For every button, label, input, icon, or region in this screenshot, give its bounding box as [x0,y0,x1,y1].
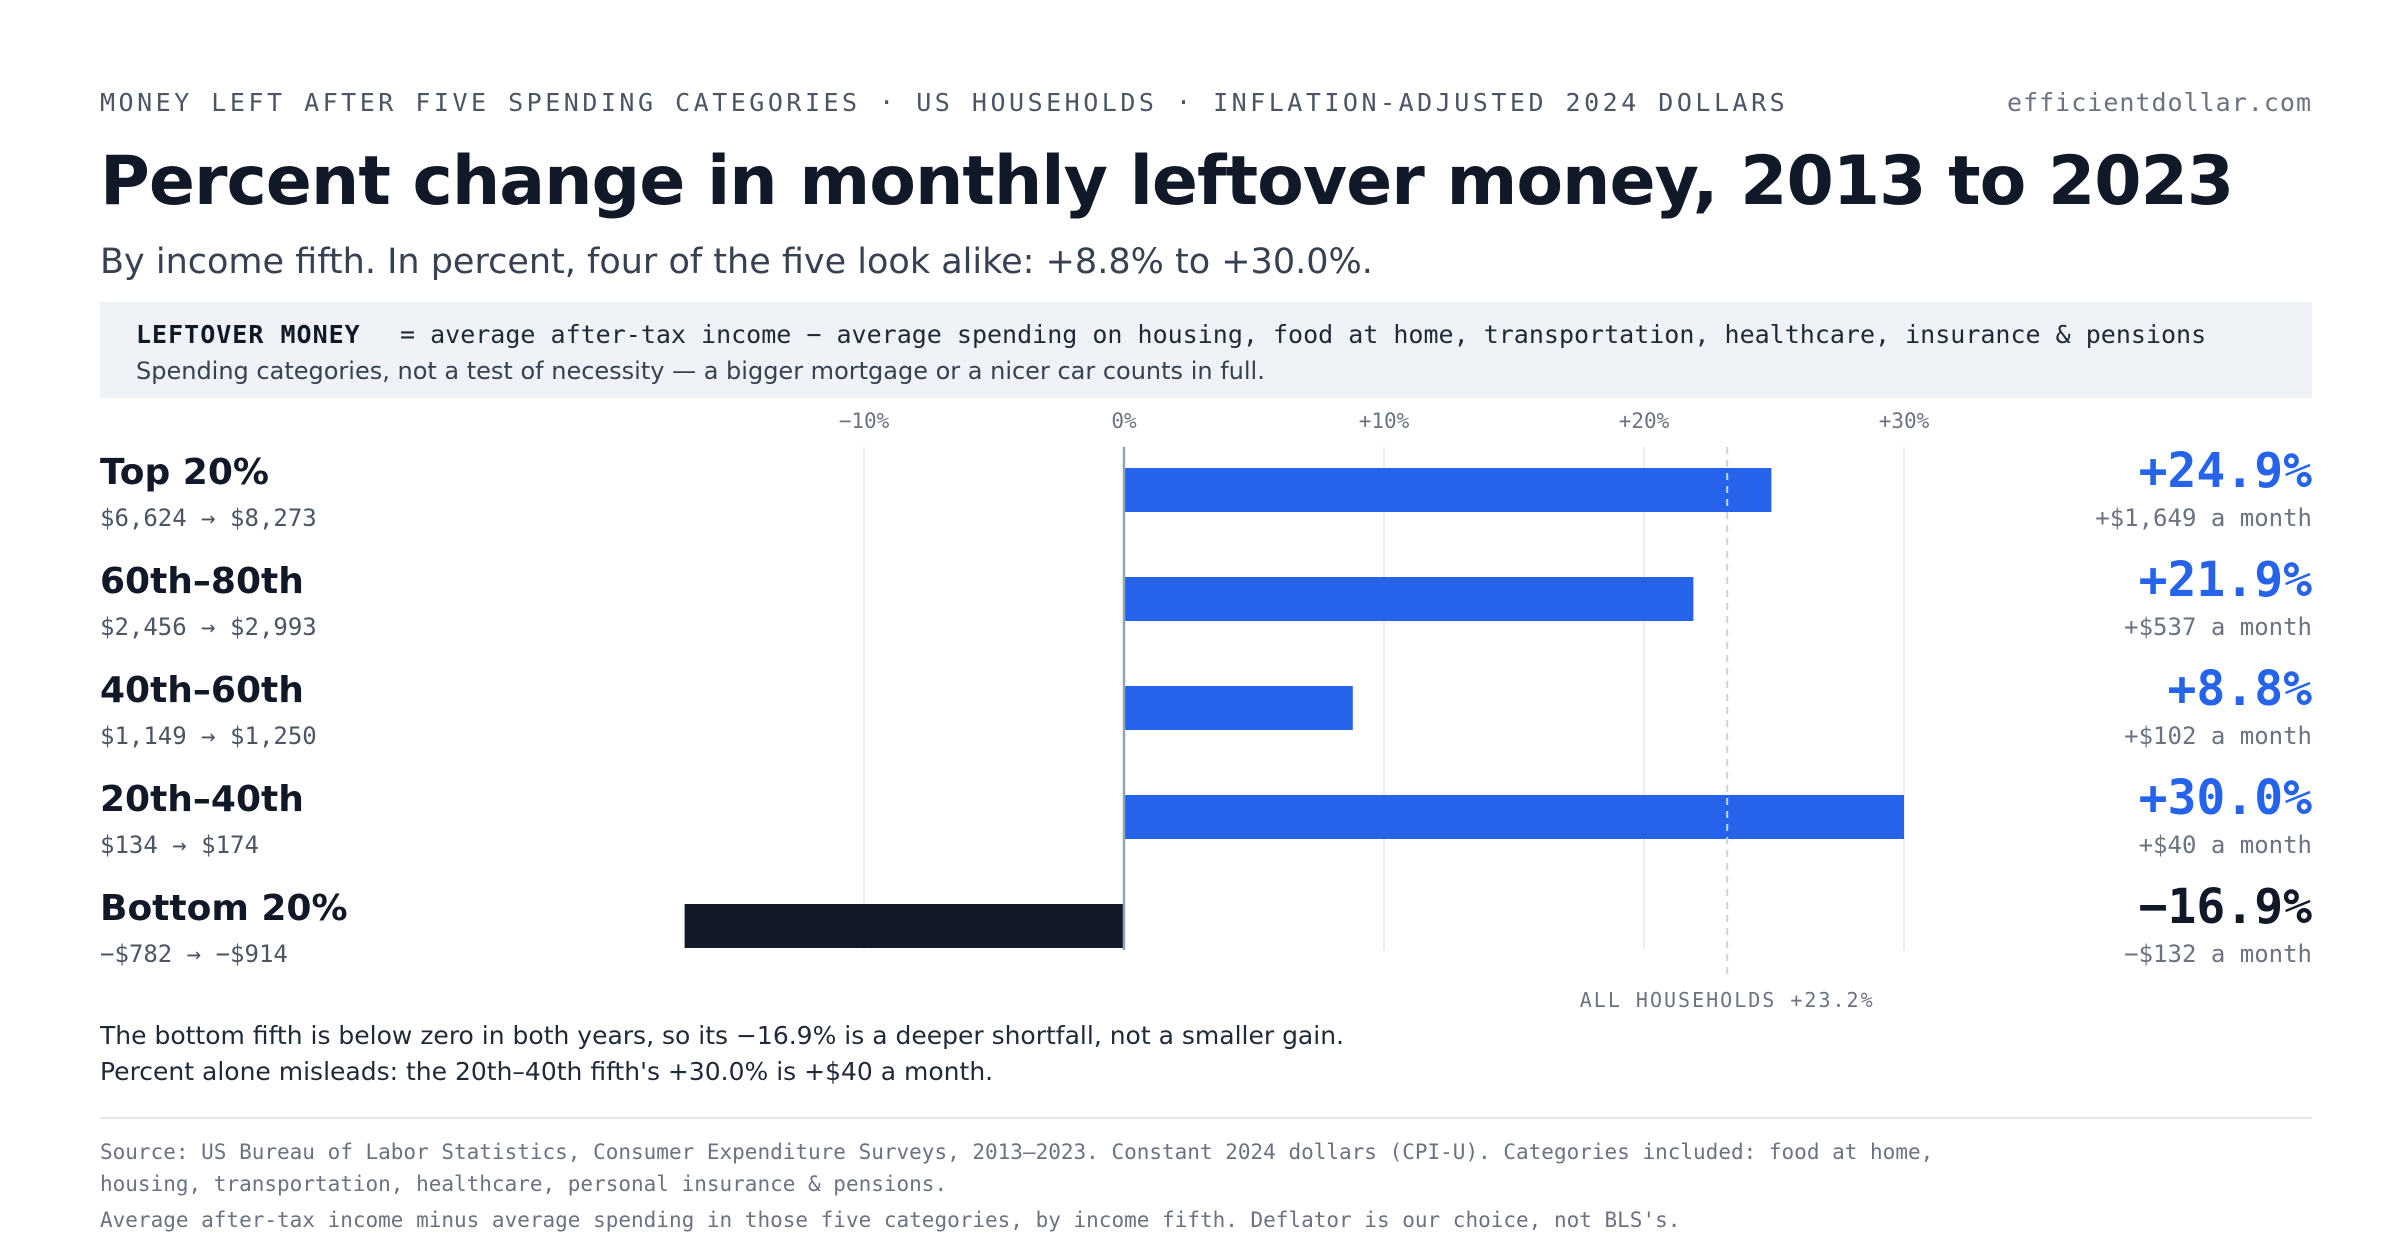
row-label: 60th–80th [100,561,304,602]
source-text: Source: US Bureau of Labor Statistics, C… [100,1136,1933,1200]
chart-notes: The bottom fifth is below zero in both y… [100,1018,1344,1090]
row-percent: +8.8% [2167,661,2313,717]
row-dollar-change: −$132 a month [2124,940,2312,968]
bar [684,904,1124,948]
method-text: Average after-tax income minus average s… [100,1208,1681,1232]
reference-label: ALL HOUSEHOLDS +23.2% [1580,988,1875,1012]
row-label: 20th–40th [100,779,304,820]
source-line: housing, transportation, healthcare, per… [100,1172,948,1196]
row-range: $6,624 → $8,273 [100,504,317,532]
x-tick-label: +20% [1619,409,1670,433]
row-label: Bottom 20% [100,888,348,929]
definition-box: LEFTOVER MONEY = average after-tax incom… [100,302,2312,398]
x-tick-label: 0% [1111,409,1137,433]
row-range: $2,456 → $2,993 [100,613,317,641]
row-dollar-change: +$1,649 a month [2095,504,2312,532]
x-tick-label: +30% [1879,409,1930,433]
x-tick-label: +10% [1359,409,1410,433]
chart-subtitle: By income fifth. In percent, four of the… [100,242,1373,282]
bar [1124,795,1904,839]
bar [1124,686,1353,730]
divider [100,1117,2312,1119]
row-range: $134 → $174 [100,831,259,859]
row-percent: +30.0% [2138,770,2312,826]
definition-note: Spending categories, not a test of neces… [136,357,1265,385]
bar [1124,577,1694,621]
row-percent: +21.9% [2138,552,2312,608]
bar-chart: −10% 0% +10% +20% +30% ALL HOUSEHOLDS +23.2% [684,409,1930,1012]
row-dollar-change: +$40 a month [2138,831,2312,859]
row-dollar-change: +$537 a month [2124,613,2312,641]
row-percent: −16.9% [2138,879,2312,935]
row-label: Top 20% [100,452,269,493]
row-percent: +24.9% [2138,443,2312,499]
definition-term: LEFTOVER MONEY [136,320,361,349]
definition-formula: = average after-tax income − average spe… [400,320,2207,349]
row-range: $1,149 → $1,250 [100,722,317,750]
chart-title: Percent change in monthly leftover money… [100,142,2234,221]
row-range: −$782 → −$914 [100,940,288,968]
note-line: Percent alone misleads: the 20th–40th fi… [100,1057,994,1086]
x-tick-label: −10% [839,409,890,433]
row-label: 40th–60th [100,670,304,711]
source-line: Source: US Bureau of Labor Statistics, C… [100,1140,1934,1164]
row-dollar-change: +$102 a month [2124,722,2312,750]
bar [1124,468,1772,512]
note-line: The bottom fifth is below zero in both y… [100,1021,1344,1050]
site-name: efficientdollar.com [2007,88,2312,117]
eyebrow-text: MONEY LEFT AFTER FIVE SPENDING CATEGORIE… [100,88,1789,117]
